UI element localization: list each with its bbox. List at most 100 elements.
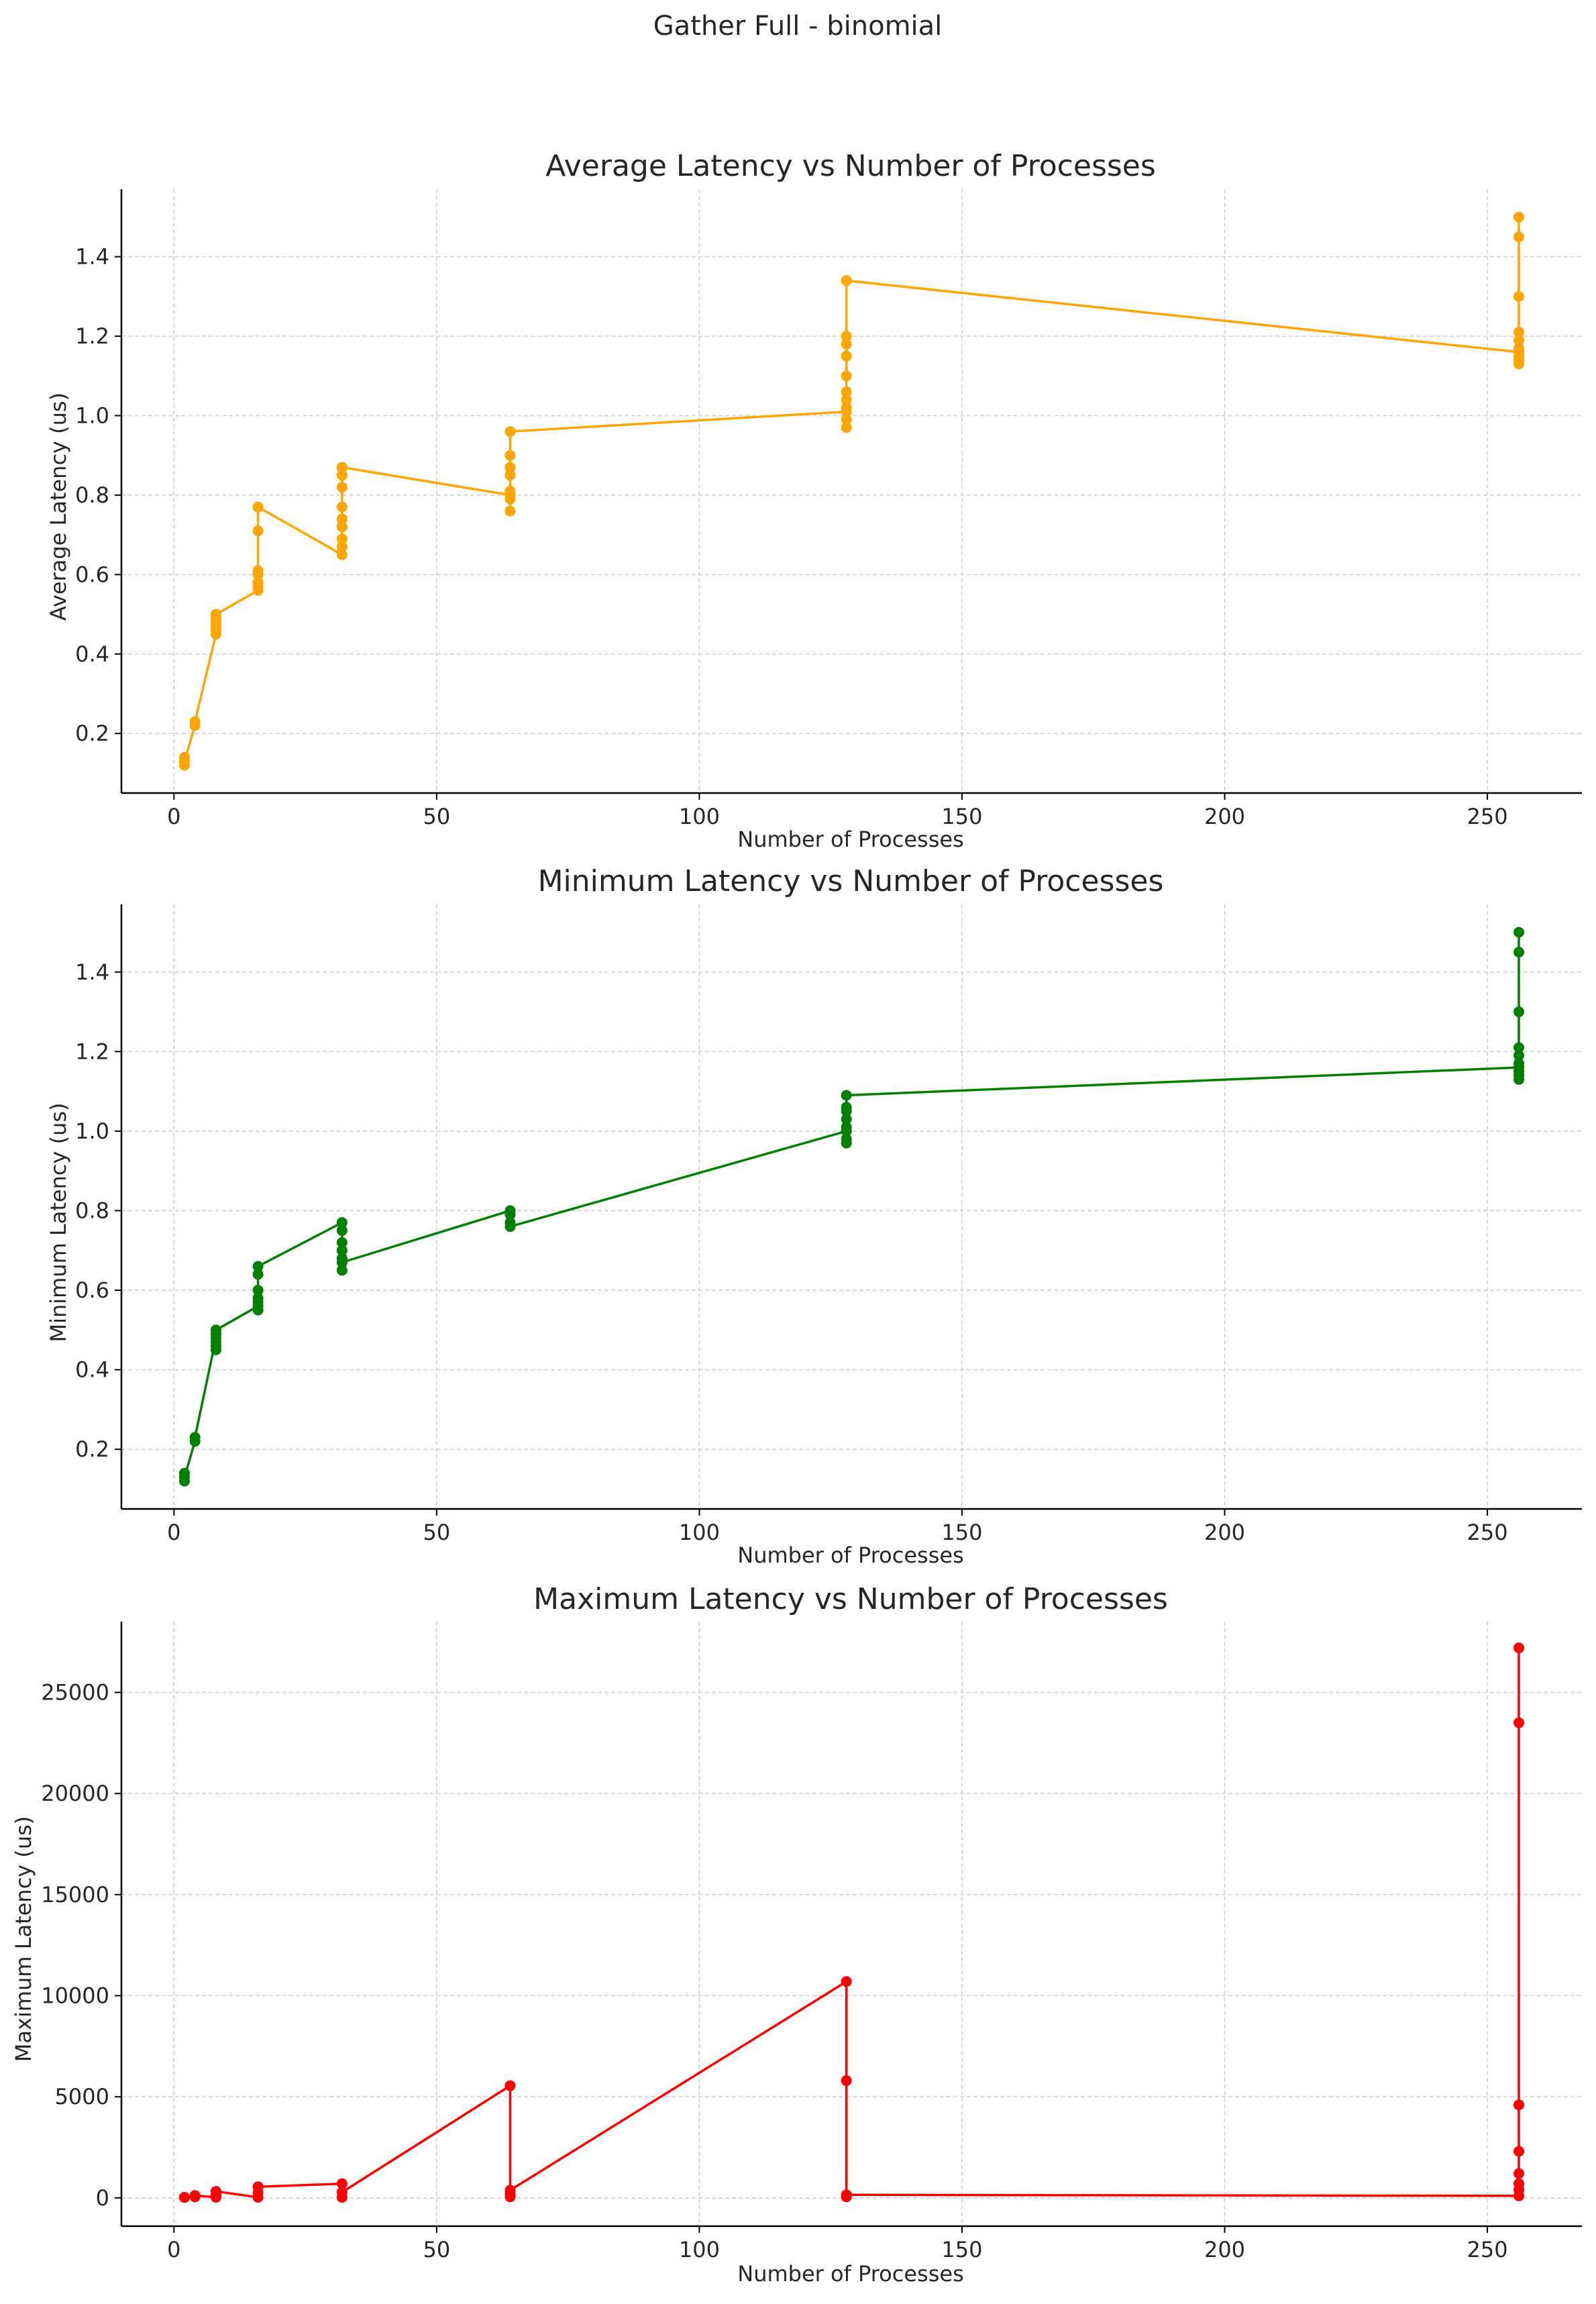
data-point-2	[178, 1471, 190, 1483]
data-point-27	[1513, 1717, 1525, 1728]
data-point-26	[1513, 2099, 1525, 2111]
data-point-21	[336, 521, 348, 533]
data-point-15	[252, 1284, 264, 1296]
chart-title: Maximum Latency vs Number of Processes	[533, 1582, 1168, 1616]
x-axis-label: Number of Processes	[737, 827, 963, 852]
data-point-41	[841, 386, 852, 397]
data-point-39	[841, 402, 852, 413]
data-point-47	[1513, 947, 1525, 958]
y-axis-label: Maximum Latency (us)	[11, 1816, 36, 2062]
x-tick-label-1: 50	[423, 2237, 450, 2262]
y-tick-label-4: 1.0	[75, 403, 109, 429]
data-point-19	[336, 1265, 348, 1276]
series-line-0	[183, 932, 1520, 1483]
data-point-10	[336, 2178, 348, 2189]
data-point-56	[1513, 211, 1525, 223]
data-point-50	[1513, 350, 1525, 362]
data-point-31	[504, 486, 516, 496]
data-point-34	[841, 1121, 852, 1133]
x-tick-label-4: 200	[1204, 1520, 1245, 1545]
data-point-18	[841, 2075, 852, 2087]
y-tick-label-2: 0.6	[75, 1277, 109, 1303]
data-point-15	[252, 565, 264, 576]
data-point-6	[210, 2186, 221, 2197]
data-point-22	[336, 513, 348, 525]
x-tick-label-2: 100	[679, 804, 720, 829]
data-point-12	[252, 1304, 264, 1316]
data-point-22	[336, 1245, 348, 1256]
data-point-44	[841, 338, 852, 350]
data-point-10	[210, 609, 221, 620]
x-tick-label-0: 0	[167, 1520, 180, 1545]
data-point-30	[504, 493, 516, 505]
data-point-43	[1513, 1058, 1525, 1069]
y-tick-label-2: 10000	[41, 1983, 109, 2008]
data-point-12	[336, 2187, 348, 2198]
data-point-27	[336, 462, 348, 473]
data-point-23	[336, 501, 348, 513]
data-point-23	[336, 1237, 348, 1248]
data-point-48	[1513, 927, 1525, 938]
x-tick-label-4: 200	[1204, 2237, 1245, 2262]
data-point-45	[1513, 1042, 1525, 1053]
x-axis-label: Number of Processes	[737, 2261, 963, 2287]
data-point-51	[1513, 342, 1525, 354]
data-point-4	[189, 1432, 201, 1443]
data-point-24	[336, 482, 348, 493]
y-tick-label-5: 1.2	[75, 323, 109, 349]
chart-title: Average Latency vs Number of Processes	[545, 149, 1156, 183]
data-point-37	[841, 1102, 852, 1113]
data-point-42	[1513, 1065, 1525, 1077]
data-point-55	[1513, 231, 1525, 243]
data-point-2	[178, 755, 190, 767]
data-point-10	[210, 1324, 221, 1336]
y-tick-label-0: 0	[96, 2185, 109, 2211]
data-point-35	[504, 426, 516, 437]
x-tick-label-3: 150	[941, 1520, 982, 1545]
x-tick-label-3: 150	[941, 804, 982, 829]
data-point-29	[504, 505, 516, 517]
data-point-30	[504, 1221, 516, 1233]
data-point-54	[1513, 291, 1525, 302]
figure-suptitle: Gather Full - binomial	[653, 11, 943, 42]
chart-title: Minimum Latency vs Number of Processes	[538, 864, 1164, 898]
data-point-43	[841, 350, 852, 362]
data-point-20	[841, 2189, 852, 2201]
y-tick-label-2: 0.6	[75, 562, 109, 587]
y-tick-label-5: 25000	[41, 1679, 109, 1705]
x-tick-label-5: 250	[1467, 2237, 1508, 2262]
data-point-17	[841, 1976, 852, 1987]
series-line-0	[183, 217, 1520, 767]
data-point-17	[252, 1261, 264, 1272]
data-point-16	[504, 2185, 516, 2196]
data-point-29	[504, 1209, 516, 1220]
chart-average-latency: Average Latency vs Number of Processes N…	[46, 149, 1582, 852]
y-tick-label-0: 0.2	[75, 721, 109, 746]
data-point-24	[336, 1225, 348, 1237]
y-tick-label-4: 1.0	[75, 1118, 109, 1144]
y-tick-label-5: 1.2	[75, 1039, 109, 1064]
x-tick-label-2: 100	[679, 2237, 720, 2262]
x-tick-label-3: 150	[941, 2237, 982, 2262]
data-point-45	[841, 331, 852, 342]
data-point-37	[841, 422, 852, 433]
data-point-25	[336, 470, 348, 481]
data-point-35	[841, 1114, 852, 1125]
x-tick-label-0: 0	[167, 2237, 180, 2262]
y-tick-label-3: 0.8	[75, 1198, 109, 1223]
y-tick-label-6: 1.4	[75, 959, 109, 985]
x-tick-label-5: 250	[1467, 1520, 1508, 1545]
y-tick-label-3: 0.8	[75, 482, 109, 508]
data-point-13	[504, 2080, 516, 2091]
data-point-16	[252, 1269, 264, 1280]
data-point-52	[1513, 335, 1525, 346]
x-tick-label-4: 200	[1204, 804, 1245, 829]
y-tick-label-3: 15000	[41, 1882, 109, 1907]
data-point-18	[336, 549, 348, 560]
data-point-53	[1513, 327, 1525, 338]
data-point-33	[841, 1133, 852, 1145]
data-point-28	[1513, 1642, 1525, 1654]
y-tick-label-4: 20000	[41, 1781, 109, 1806]
data-point-24	[1513, 2168, 1525, 2179]
